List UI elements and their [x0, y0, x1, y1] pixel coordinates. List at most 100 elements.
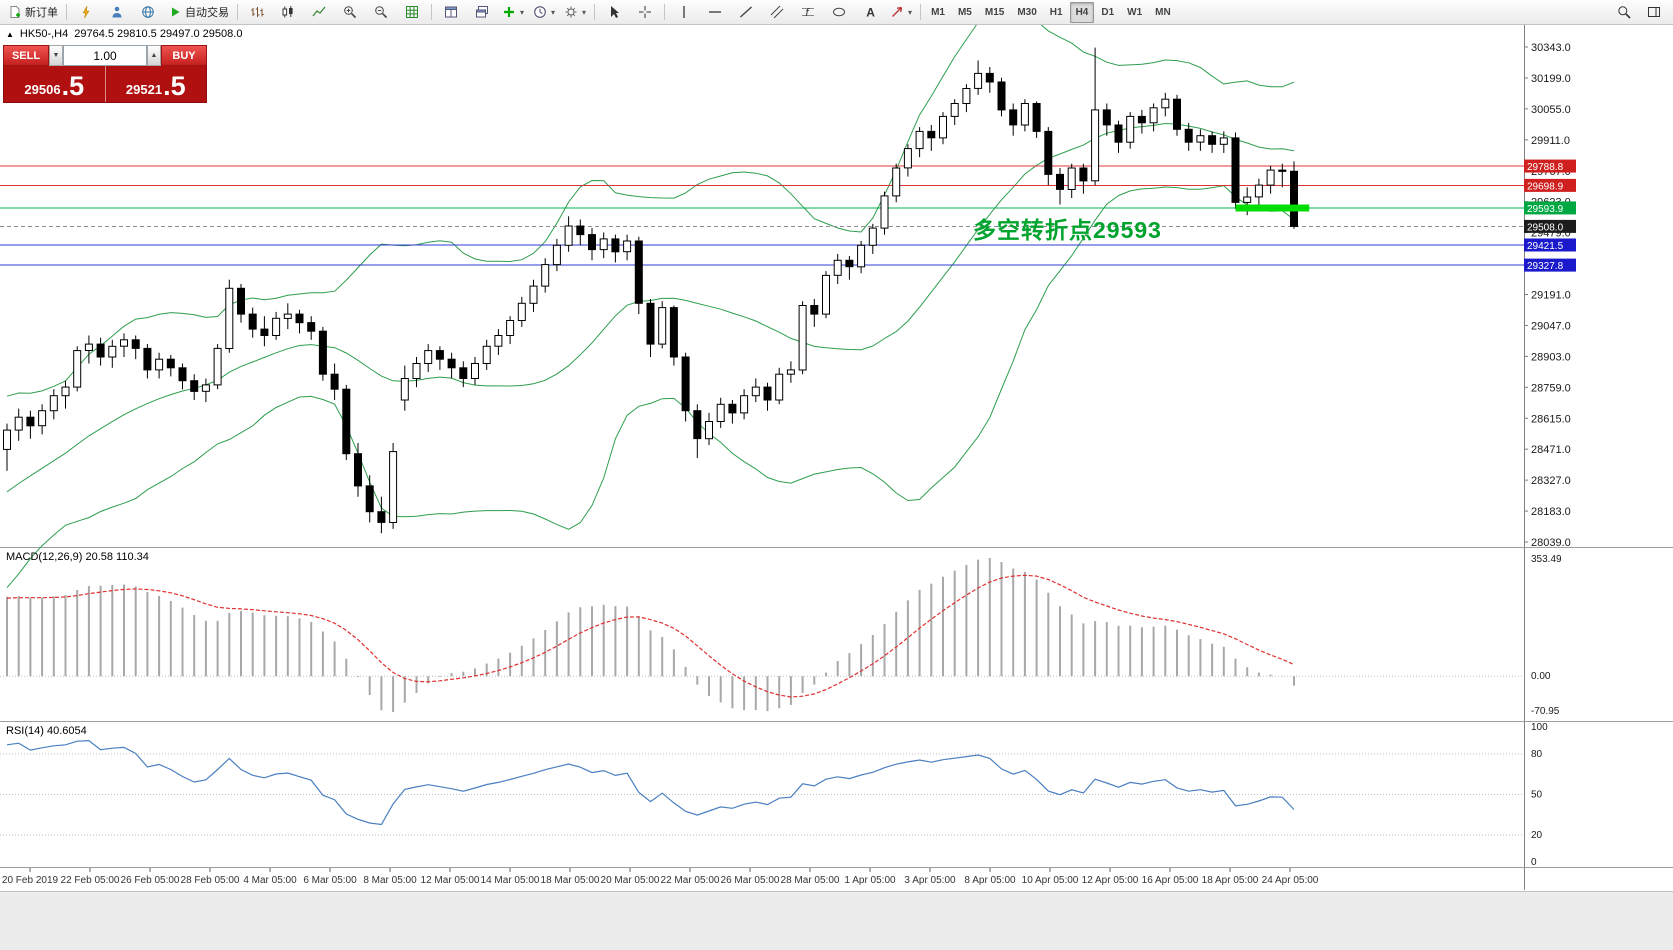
- trade-panel-controls: SELL ▼ ▲ BUY: [3, 45, 207, 66]
- autotrading-button[interactable]: 自动交易: [164, 1, 233, 24]
- add-indicator-icon: [504, 7, 514, 17]
- sell-price-main: 29506: [24, 82, 61, 97]
- templates-button[interactable]: ▾: [560, 1, 590, 24]
- macd-indicator-label: MACD(12,26,9) 20.58 110.34: [6, 551, 149, 563]
- trendline-button[interactable]: [731, 1, 761, 24]
- timeframe-d1[interactable]: D1: [1101, 6, 1115, 18]
- trade-panel-prices: 29506 .5 29521 .5: [3, 66, 207, 103]
- tile-windows-button[interactable]: [436, 1, 466, 24]
- shapes-button[interactable]: [824, 1, 854, 24]
- channel-button[interactable]: [762, 1, 792, 24]
- horizontal-line-button[interactable]: [700, 1, 730, 24]
- symbol-marker-icon: ▲: [6, 29, 14, 39]
- globe-icon: [142, 6, 154, 18]
- chevron-down-icon: ▾: [582, 7, 587, 17]
- timeframe-m30[interactable]: M30: [1017, 6, 1037, 18]
- timeframe-mn[interactable]: MN: [1155, 6, 1171, 18]
- zoom-in-button[interactable]: [335, 1, 365, 24]
- cascade-windows-icon: [476, 6, 488, 18]
- svg-text:12 Apr 05:00: 12 Apr 05:00: [1082, 875, 1139, 886]
- profile-icon: [112, 6, 122, 18]
- timeframe-m5[interactable]: M5: [957, 6, 972, 18]
- panels-button[interactable]: [1639, 1, 1669, 24]
- svg-text:29421.5: 29421.5: [1527, 241, 1564, 252]
- zoom-out-button[interactable]: [366, 1, 396, 24]
- svg-text:24 Apr 05:00: 24 Apr 05:00: [1262, 875, 1319, 886]
- timeframe-h4[interactable]: H4: [1069, 1, 1095, 23]
- svg-text:20 Feb 2019: 20 Feb 2019: [2, 875, 59, 886]
- new-order-icon: [10, 6, 20, 18]
- svg-text:29698.9: 29698.9: [1527, 181, 1564, 192]
- svg-text:50: 50: [1531, 790, 1543, 801]
- trendline-icon: [740, 6, 753, 18]
- volume-input[interactable]: [63, 45, 147, 66]
- toolbar-separator: [594, 4, 596, 20]
- fibonacci-button[interactable]: f: [793, 1, 823, 24]
- search-button[interactable]: [1609, 1, 1639, 24]
- one-click-trade-panel: SELL ▼ ▲ BUY 29506 .5 29521 .5: [3, 45, 207, 103]
- svg-text:80: 80: [1531, 749, 1543, 760]
- svg-text:28 Mar 05:00: 28 Mar 05:00: [781, 875, 840, 886]
- svg-text:28615.0: 28615.0: [1531, 413, 1571, 425]
- svg-text:30055.0: 30055.0: [1531, 104, 1571, 116]
- buy-price-button[interactable]: 29521 .5: [106, 66, 207, 102]
- svg-text:f: f: [806, 7, 810, 19]
- bottom-strip: [0, 891, 1673, 950]
- volume-decrease-button[interactable]: ▼: [49, 45, 63, 66]
- chevron-down-icon: ▾: [908, 7, 913, 17]
- grid-button[interactable]: [397, 1, 427, 24]
- clock-icon: [534, 6, 546, 18]
- lightning-icon: [82, 5, 90, 19]
- svg-text:100: 100: [1531, 722, 1548, 733]
- ellipse-icon: [833, 7, 846, 17]
- svg-text:A: A: [866, 6, 875, 20]
- candlestick-chart-button[interactable]: [273, 1, 303, 24]
- new-order-button[interactable]: 新订单: [4, 1, 62, 24]
- svg-text:20 Mar 05:00: 20 Mar 05:00: [601, 875, 660, 886]
- line-chart-icon: [312, 6, 326, 17]
- new-order-label: 新订单: [25, 7, 58, 19]
- toolbar-separator: [431, 4, 432, 20]
- vertical-line-button[interactable]: [669, 1, 699, 24]
- chevron-down-icon: ▾: [520, 7, 525, 17]
- toolbar-separator: [237, 4, 238, 20]
- periods-button[interactable]: ▾: [529, 1, 559, 24]
- svg-text:22 Mar 05:00: 22 Mar 05:00: [661, 875, 720, 886]
- arrows-button[interactable]: ▾: [886, 1, 916, 24]
- rsi-indicator-label: RSI(14) 40.6054: [6, 725, 87, 737]
- timeframe-h1[interactable]: H1: [1049, 6, 1063, 18]
- timeframe-w1[interactable]: W1: [1127, 6, 1143, 18]
- indicators-button[interactable]: ▾: [498, 1, 528, 24]
- symbol-ohlc: 29764.5 29810.5 29497.0 29508.0: [74, 28, 243, 40]
- sell-button[interactable]: SELL: [3, 45, 49, 66]
- timeframe-toolbar: M1 M5 M15 M30 H1 H4 D1 W1 MN: [925, 1, 1177, 23]
- timeframe-m1[interactable]: M1: [931, 6, 945, 18]
- text-icon: A: [866, 6, 875, 20]
- svg-text:30199.0: 30199.0: [1531, 73, 1571, 85]
- svg-text:29508.0: 29508.0: [1527, 222, 1564, 233]
- crosshair-button[interactable]: [630, 1, 660, 24]
- chart-annotation-text: 多空转折点29593: [973, 217, 1162, 243]
- zoom-in-icon: [344, 6, 357, 19]
- svg-text:3 Apr 05:00: 3 Apr 05:00: [904, 875, 956, 886]
- price-divider: [104, 66, 106, 102]
- timeframe-m15[interactable]: M15: [984, 6, 1005, 18]
- zoom-out-icon: [375, 6, 388, 19]
- svg-text:29911.0: 29911.0: [1531, 135, 1570, 147]
- cascade-windows-button[interactable]: [467, 1, 497, 24]
- buy-button[interactable]: BUY: [161, 45, 207, 66]
- accounts-button[interactable]: [102, 1, 132, 24]
- svg-text:29788.8: 29788.8: [1527, 162, 1564, 173]
- cursor-button[interactable]: [599, 1, 629, 24]
- toolbar-separator: [66, 4, 67, 20]
- volume-increase-button[interactable]: ▲: [147, 45, 161, 66]
- line-chart-button[interactable]: [304, 1, 334, 24]
- text-button[interactable]: A: [855, 1, 885, 24]
- channel-icon: [770, 5, 784, 19]
- sell-price-button[interactable]: 29506 .5: [4, 66, 105, 102]
- bar-chart-button[interactable]: [242, 1, 272, 24]
- search-icon: [1618, 6, 1631, 19]
- one-click-trading-button[interactable]: [71, 1, 101, 24]
- community-button[interactable]: [133, 1, 163, 24]
